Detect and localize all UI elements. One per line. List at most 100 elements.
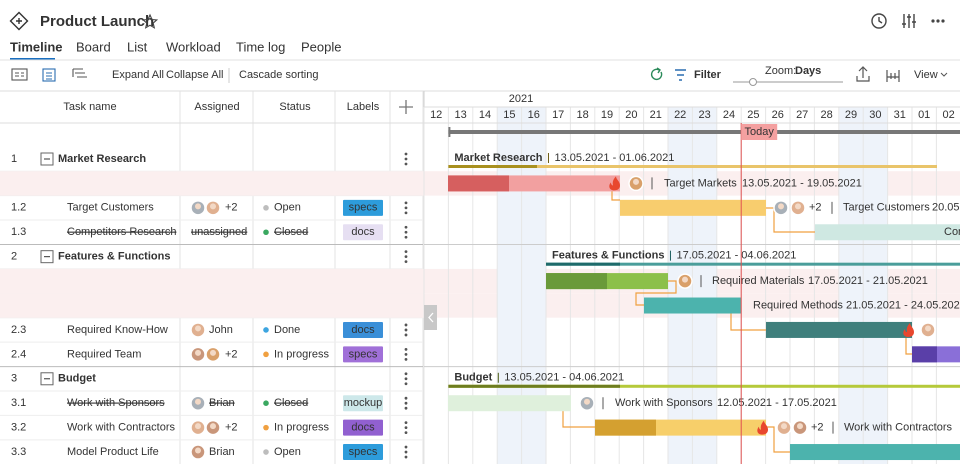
filter[interactable]: Filter [694, 69, 722, 81]
tab[interactable]: People [301, 39, 341, 54]
row-menu[interactable] [404, 152, 408, 166]
summary-name: Budget [454, 372, 492, 384]
task-name[interactable]: Work with Sponsors [67, 397, 165, 409]
summary-progress [448, 384, 620, 388]
export-icon[interactable] [856, 66, 870, 82]
row-menu[interactable] [404, 250, 408, 264]
project-bar [448, 130, 960, 134]
task-name[interactable]: Required Team [67, 348, 141, 360]
task-name[interactable]: Market Research [58, 153, 146, 165]
collapse-all[interactable]: Collapse All [166, 69, 223, 81]
day-label: 16 [528, 109, 540, 121]
menu-dot [404, 426, 408, 430]
day-label: 24 [723, 109, 735, 121]
summary-bar [448, 384, 960, 388]
menu-dot [404, 201, 408, 205]
status-dot [263, 351, 269, 358]
task-name[interactable]: Work with Contractors [67, 422, 175, 434]
bar-name: Required Methods [753, 299, 843, 311]
task-progress [546, 273, 607, 290]
task-name[interactable]: Required Know-How [67, 324, 168, 336]
zoom-label: Zoom: [765, 65, 796, 77]
tab[interactable]: List [127, 39, 148, 54]
task-bar[interactable] [790, 444, 960, 461]
refresh-icon[interactable] [650, 67, 663, 81]
today-badge [741, 124, 778, 140]
task-bar[interactable] [766, 321, 912, 338]
tab[interactable]: Timeline [10, 39, 63, 54]
label-text: specs [349, 202, 378, 214]
task-bar[interactable] [644, 297, 741, 314]
summary-progress [448, 165, 537, 168]
add-column[interactable] [399, 100, 413, 114]
task-bar[interactable] [448, 395, 571, 412]
label-text: docs [351, 324, 375, 336]
row-menu[interactable] [404, 347, 408, 361]
more-icon[interactable] [931, 19, 945, 23]
status: In progress [274, 348, 330, 360]
bar-dates: 20.05 [932, 202, 960, 214]
favorite-star[interactable] [141, 13, 159, 29]
label-chip [343, 224, 383, 241]
label-text: mockup [344, 397, 383, 409]
avatar-face [797, 423, 803, 430]
task-name[interactable]: Features & Functions [58, 251, 170, 263]
avatar-face [682, 276, 688, 283]
settings-icon[interactable] [902, 14, 916, 28]
row-menu[interactable] [404, 201, 408, 215]
task-id: 1.3 [11, 226, 26, 238]
column-header: Assigned [194, 101, 239, 113]
menu-dot [404, 431, 408, 435]
tab[interactable]: Workload [166, 39, 221, 54]
bar-name: Required Materials [712, 275, 805, 287]
avatar-face [781, 423, 787, 430]
task-name[interactable]: Budget [58, 373, 96, 385]
row-menu[interactable] [404, 396, 408, 410]
panel-handle[interactable] [424, 305, 437, 330]
timeline: 12 13 14 15 16 17 18 19 20 21 22 23 24 25 26 27 28 29 30 31… [0, 91, 960, 464]
menu-dot [404, 255, 408, 259]
dependency-link [562, 411, 595, 428]
day-label: 23 [698, 109, 710, 121]
dependency-link [611, 191, 620, 201]
zoom-knob[interactable] [749, 78, 757, 86]
row-menu[interactable] [404, 225, 408, 239]
row-menu[interactable] [404, 421, 408, 435]
label-text: specs [349, 348, 378, 360]
panel-handle-arrow [428, 312, 434, 323]
bar-assignee-more: +2 [811, 422, 824, 434]
avatar-face [633, 178, 639, 185]
history-icon[interactable] [871, 13, 887, 29]
summary-dates: 17.05.2021 - 04.06.2021 [676, 250, 796, 262]
today-label: Today [745, 126, 775, 138]
tab[interactable]: Time log [236, 39, 285, 54]
day-label: 29 [845, 109, 857, 121]
menu-dot [404, 230, 408, 234]
expand-all[interactable]: Expand All [112, 69, 164, 81]
task-bar[interactable] [815, 224, 960, 241]
row-menu[interactable] [404, 372, 408, 386]
tab[interactable]: Board [76, 39, 111, 54]
view-menu[interactable]: View [914, 69, 938, 81]
bar-dates: 13.05.2021 - 19.05.2021 [742, 177, 862, 189]
menu-dot [404, 250, 408, 254]
label-text: specs [349, 446, 378, 458]
bar-name: Target Customers [843, 202, 930, 214]
view-icons[interactable] [11, 68, 87, 82]
baseline-icon[interactable] [886, 70, 900, 82]
menu-dot [404, 445, 408, 449]
task-name[interactable]: Competitors Research [67, 226, 176, 238]
summary-bar [448, 165, 937, 168]
filter-icon[interactable] [675, 69, 686, 81]
day-label: 26 [772, 109, 784, 121]
row-menu[interactable] [404, 323, 408, 337]
menu-dot [404, 377, 408, 381]
task-bar[interactable] [620, 199, 766, 216]
task-name[interactable]: Target Customers [67, 202, 154, 214]
day-label: 13 [454, 109, 466, 121]
overdue-icon [609, 176, 620, 191]
task-id: 3.1 [11, 397, 26, 409]
row-menu[interactable] [404, 445, 408, 459]
task-name[interactable]: Model Product Life [67, 446, 159, 458]
cascade-sorting[interactable]: Cascade sorting [239, 69, 319, 81]
